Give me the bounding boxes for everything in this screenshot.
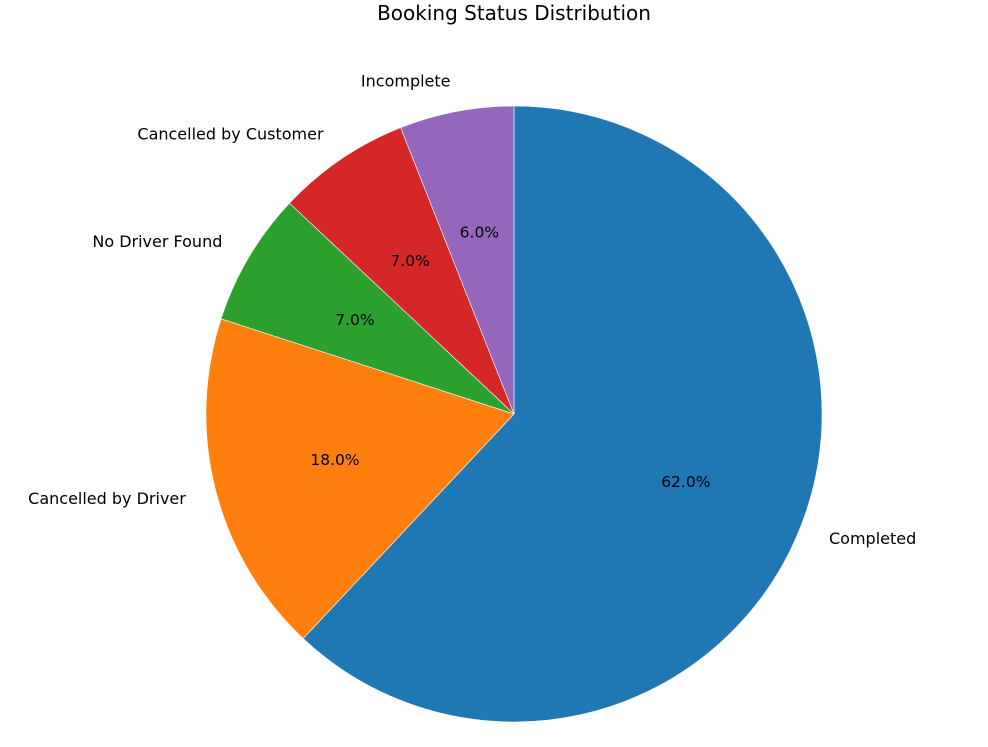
pct-label-no-driver-found: 7.0% (335, 311, 374, 329)
pct-label-incomplete: 6.0% (460, 223, 499, 241)
slice-label-no-driver-found: No Driver Found (92, 232, 222, 251)
pie-wedges (205, 105, 823, 723)
pie-labels: 62.0% Completed 18.0% Cancelled by Driver 7.… (28, 72, 916, 549)
pie-slice-no-driver-found (220, 202, 515, 415)
pct-label-cancelled-by-customer: 7.0% (390, 252, 429, 270)
slice-label-cancelled-by-customer: Cancelled by Customer (137, 124, 324, 143)
slice-label-cancelled-by-driver: Cancelled by Driver (28, 489, 186, 508)
pie-slice-completed (302, 105, 823, 723)
slice-label-completed: Completed (829, 529, 916, 548)
pct-label-completed: 62.0% (661, 473, 710, 491)
pie-slice-incomplete (400, 105, 515, 415)
slice-label-incomplete: Incomplete (361, 72, 451, 91)
pie-slice-cancelled-by-customer (289, 127, 515, 415)
chart-title: Booking Status Distribution (377, 1, 651, 25)
pct-label-cancelled-by-driver: 18.0% (310, 451, 359, 469)
pie-slice-cancelled-by-driver (205, 318, 515, 639)
